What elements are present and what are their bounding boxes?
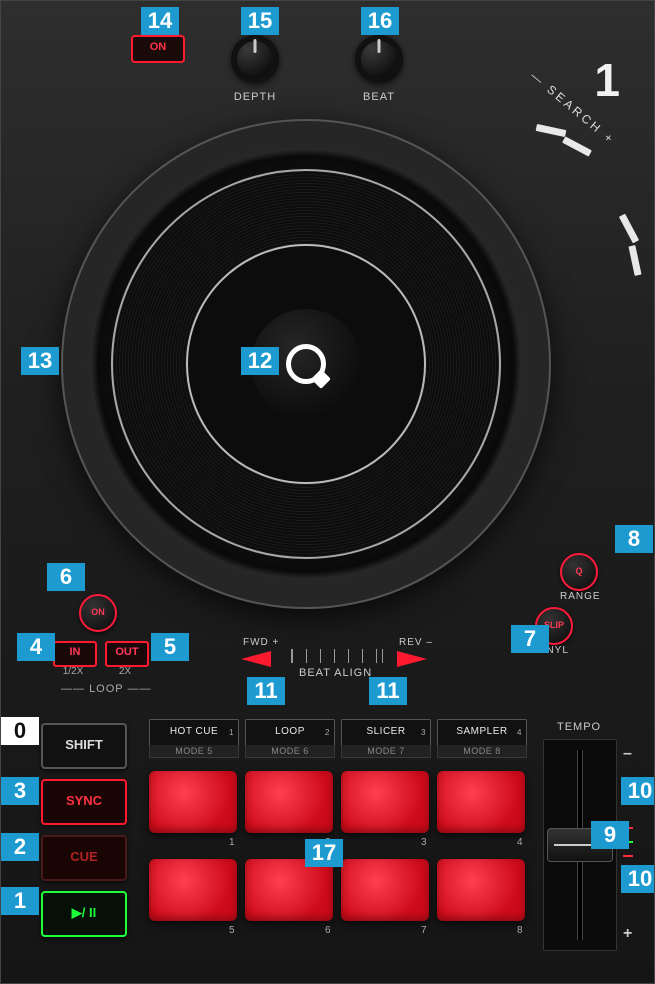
pad-num: 5 [229, 925, 235, 936]
callout-16: 16 [361, 7, 399, 35]
callout-3: 3 [1, 777, 39, 805]
mode5-label: MODE 5 [149, 745, 239, 758]
play-button[interactable]: ▶/ II [41, 891, 127, 937]
depth-label: DEPTH [215, 91, 295, 103]
pad-5[interactable] [149, 859, 237, 921]
deck-number: 1 [594, 53, 620, 107]
shift-button[interactable]: SHIFT [41, 723, 127, 769]
mode6-label: MODE 6 [245, 745, 335, 758]
loop-in-button[interactable]: IN [53, 641, 97, 667]
callout-6: 6 [47, 563, 85, 591]
callout-2: 2 [1, 833, 39, 861]
callout-12: 12 [241, 347, 279, 375]
tempo-plus: + [623, 925, 632, 943]
mode7-label: MODE 7 [341, 745, 431, 758]
tempo-label: TEMPO [557, 721, 601, 733]
beat-scale [291, 649, 383, 663]
pad-1[interactable] [149, 771, 237, 833]
mode-loop[interactable]: LOOP2 [245, 719, 335, 747]
fx-on-button[interactable]: ON [131, 35, 185, 63]
callout-10a: 10 [621, 777, 655, 805]
pad-4[interactable] [437, 771, 525, 833]
fwd-label: FWD + [243, 637, 279, 648]
loop-bracket-label: —— LOOP —— [61, 683, 152, 695]
callout-17: 17 [305, 839, 343, 867]
callout-14: 14 [141, 7, 179, 35]
pad-num: 4 [517, 837, 523, 848]
mode8-label: MODE 8 [437, 745, 527, 758]
callout-13: 13 [21, 347, 59, 375]
callout-5: 5 [151, 633, 189, 661]
pad-num: 1 [229, 837, 235, 848]
mode-hotcue[interactable]: HOT CUE1 [149, 719, 239, 747]
jog-wheel[interactable] [61, 119, 551, 609]
callout-15: 15 [241, 7, 279, 35]
cue-button[interactable]: CUE [41, 835, 127, 881]
tempo-minus: – [623, 745, 632, 763]
pad-6[interactable] [245, 859, 333, 921]
callout-8: 8 [615, 525, 653, 553]
search-tick [536, 124, 567, 137]
mode-sampler[interactable]: SAMPLER4 [437, 719, 527, 747]
quantize-button[interactable]: Q [560, 553, 598, 591]
pad-num: 6 [325, 925, 331, 936]
pad-3[interactable] [341, 771, 429, 833]
loop-out-sub: 2X [105, 666, 145, 677]
callout-1: 1 [1, 887, 39, 915]
callout-4: 4 [17, 633, 55, 661]
search-tick [619, 214, 639, 244]
search-tick [562, 136, 592, 156]
dj-controller: FX ON DEPTH BEAT 1 — SEARCH + ON Q RANGE… [0, 0, 655, 984]
depth-knob[interactable] [231, 35, 279, 83]
beat-knob[interactable] [355, 35, 403, 83]
callout-11b: 11 [369, 677, 407, 705]
pad-num: 8 [517, 925, 523, 936]
fwd-button[interactable] [241, 651, 271, 667]
rev-button[interactable] [397, 651, 427, 667]
search-tick [628, 245, 641, 276]
pad-2[interactable] [245, 771, 333, 833]
pad-8[interactable] [437, 859, 525, 921]
pad-num: 7 [421, 925, 427, 936]
loop-in-sub: 1/2X [53, 666, 93, 677]
pad-7[interactable] [341, 859, 429, 921]
beat-label: BEAT [339, 91, 419, 103]
callout-10b: 10 [621, 865, 655, 893]
jog-center-icon [286, 344, 326, 384]
pad-num: 3 [421, 837, 427, 848]
loop-out-button[interactable]: OUT [105, 641, 149, 667]
tempo-mark [623, 855, 633, 857]
callout-11a: 11 [247, 677, 285, 705]
mode-slicer[interactable]: SLICER3 [341, 719, 431, 747]
beat-align-label: BEAT ALIGN [299, 667, 372, 679]
range-label: RANGE [560, 591, 601, 602]
callout-9: 9 [591, 821, 629, 849]
loop-on-button[interactable]: ON [79, 594, 117, 632]
sync-button[interactable]: SYNC [41, 779, 127, 825]
rev-label: REV – [399, 637, 433, 648]
callout-7: 7 [511, 625, 549, 653]
callout-0: 0 [1, 717, 39, 745]
